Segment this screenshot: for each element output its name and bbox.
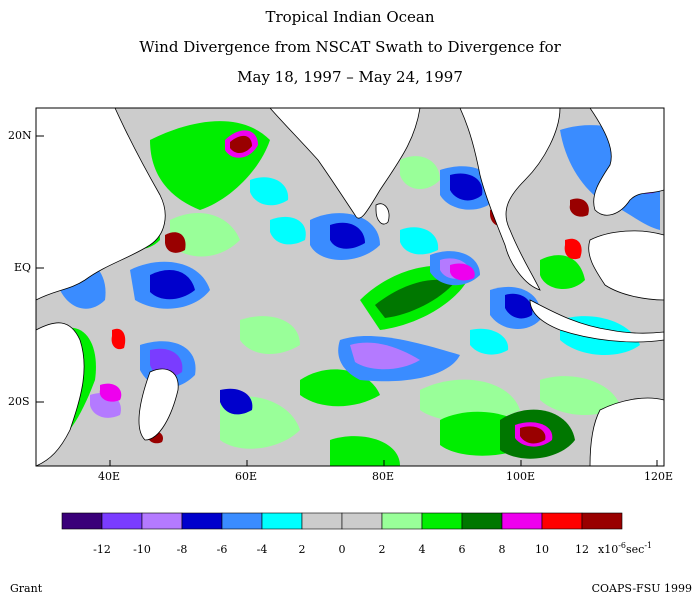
colorbar-swatch [141, 512, 183, 530]
colorbar-tick-label: 6 [459, 543, 466, 556]
colorbar-swatch [381, 512, 423, 530]
colorbar-swatch [261, 512, 303, 530]
colorbar-swatch [461, 512, 503, 530]
strong-positive-regions [99, 130, 589, 447]
colorbar-swatch [61, 512, 103, 530]
colorbar-swatch [581, 512, 623, 530]
lon-label-80e: 80E [372, 470, 394, 483]
title-line-3: May 18, 1997 – May 24, 1997 [237, 68, 463, 86]
colorbar-swatch [301, 512, 343, 530]
colorbar [61, 512, 623, 530]
colorbar-tick-label: -10 [133, 543, 151, 556]
colorbar-swatch [341, 512, 383, 530]
lat-label-20s: 20S [8, 395, 30, 408]
credit-right: COAPS-FSU 1999 [591, 582, 692, 595]
credit-left: Grant [10, 582, 43, 595]
lat-label-eq: EQ [14, 261, 31, 274]
colorbar-tick-label: 8 [499, 543, 506, 556]
lon-label-120e: 120E [644, 470, 673, 483]
colorbar-tick-label: 12 [575, 543, 589, 556]
lon-label-40e: 40E [98, 470, 120, 483]
colorbar-unit: x10-6sec-1 [598, 541, 652, 556]
colorbar-swatch [541, 512, 583, 530]
colorbar-swatch [501, 512, 543, 530]
colorbar-tick-label: 10 [535, 543, 549, 556]
lat-ticks [36, 135, 44, 403]
lat-label-20n: 20N [8, 129, 32, 142]
colorbar-labels: -12 -10 -8 -6 -4 2 0 2 4 6 8 10 12 [93, 543, 589, 556]
colorbar-swatch [181, 512, 223, 530]
colorbar-swatch [221, 512, 263, 530]
title-line-1: Tropical Indian Ocean [265, 8, 435, 26]
colorbar-tick-label: -12 [93, 543, 111, 556]
land [36, 108, 664, 466]
colorbar-swatch [101, 512, 143, 530]
colorbar-tick-label: -8 [177, 543, 188, 556]
field-layer [36, 108, 664, 466]
colorbar-tick-label: -4 [257, 543, 268, 556]
plot-frame [35, 107, 665, 467]
colorbar-tick-label: 4 [419, 543, 426, 556]
lon-label-60e: 60E [235, 470, 257, 483]
colorbar-tick-label: 2 [299, 543, 306, 556]
colorbar-tick-label: 0 [339, 543, 346, 556]
title-line-2: Wind Divergence from NSCAT Swath to Dive… [139, 38, 561, 56]
colorbar-tick-label: -6 [217, 543, 228, 556]
colorbar-swatch [421, 512, 463, 530]
lon-ticks [109, 460, 658, 466]
colorbar-tick-label: 2 [379, 543, 386, 556]
lon-label-100e: 100E [506, 470, 535, 483]
